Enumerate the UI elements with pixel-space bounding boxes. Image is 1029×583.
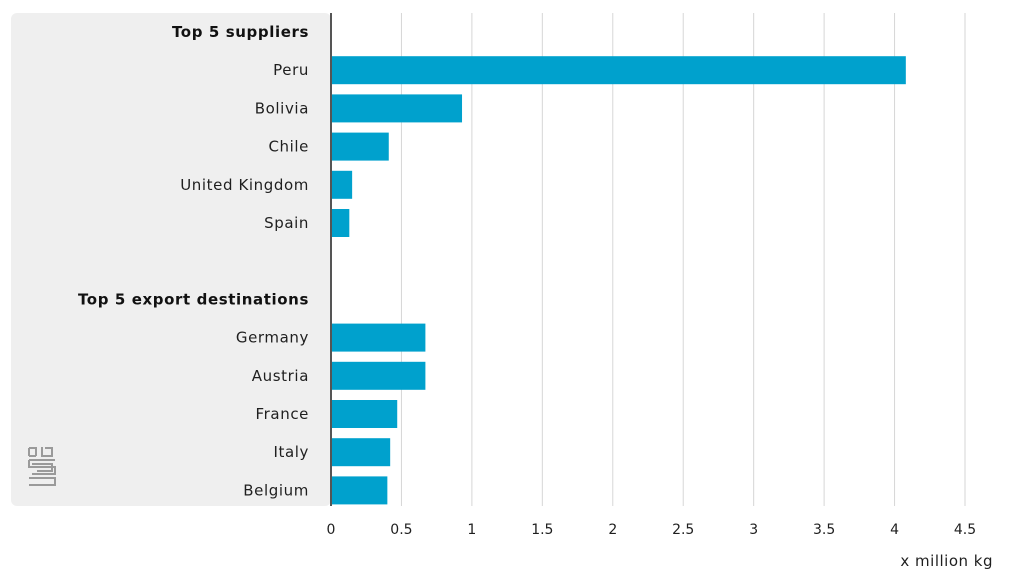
- category-label: Bolivia: [255, 99, 309, 117]
- group-title: Top 5 export destinations: [78, 290, 309, 308]
- x-tick-label: 2.5: [672, 522, 694, 538]
- gridlines: [400, 13, 966, 506]
- category-label: Spain: [264, 214, 309, 232]
- group-title: Top 5 suppliers: [172, 23, 309, 41]
- x-tick-label: 0.5: [390, 522, 412, 538]
- category-label: Austria: [252, 367, 309, 385]
- x-tick-label: 4.5: [954, 522, 976, 538]
- bar: [331, 132, 389, 161]
- bar: [331, 94, 463, 123]
- category-label: United Kingdom: [180, 176, 309, 194]
- x-axis-unit-label: x million kg: [900, 552, 993, 570]
- bar: [331, 209, 350, 237]
- category-label: Italy: [273, 443, 309, 461]
- x-tick-label: 3.5: [813, 522, 835, 538]
- x-tick-label: 1.5: [531, 522, 553, 538]
- bar: [331, 476, 388, 505]
- x-tick-label: 3: [749, 522, 758, 538]
- bar: [331, 438, 391, 467]
- category-label: France: [256, 405, 309, 423]
- bar: [331, 56, 906, 85]
- x-tick-label: 2: [608, 522, 617, 538]
- category-label: Belgium: [243, 481, 309, 499]
- x-tick-label: 1: [467, 522, 476, 538]
- category-label: Peru: [273, 61, 309, 79]
- bars: [331, 56, 906, 505]
- category-labels: Top 5 suppliers Peru Bolivia Chile United Ki…: [78, 23, 309, 499]
- bar: [331, 170, 353, 199]
- bar: [331, 323, 426, 352]
- bar: [331, 361, 426, 390]
- label-panel: [11, 13, 331, 506]
- bar: [331, 400, 398, 428]
- category-label: Germany: [236, 329, 309, 347]
- x-tick-labels: 0 0.5 1 1.5 2 2.5 3 3.5 4 4.5: [327, 522, 977, 538]
- category-label: Chile: [268, 138, 309, 156]
- x-tick-label: 0: [327, 522, 336, 538]
- cbs-logo-icon: [28, 447, 56, 486]
- x-tick-label: 4: [890, 522, 899, 538]
